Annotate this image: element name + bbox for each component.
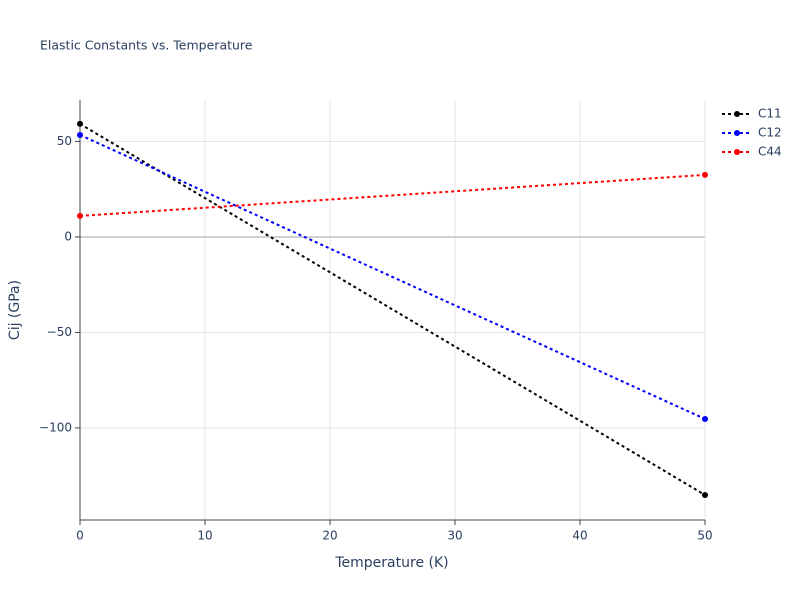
x-tick-label: 50: [697, 529, 712, 543]
y-axis-title: Cij (GPa): [7, 280, 23, 340]
y-tick-label: 0: [64, 229, 72, 243]
legend-label: C12: [758, 126, 782, 140]
y-tick-label: 50: [57, 134, 72, 148]
series-line: [79, 173, 706, 217]
x-axis-title: Temperature (K): [334, 555, 448, 571]
legend-label: C11: [758, 107, 782, 121]
data-point: [77, 120, 83, 127]
x-tick-label: 30: [447, 529, 462, 543]
x-tick-label: 40: [572, 529, 587, 543]
data-point: [702, 491, 708, 498]
x-tick-label: 10: [197, 529, 212, 543]
data-point: [702, 415, 708, 422]
y-tick-label: −50: [47, 325, 72, 339]
legend-label: C44: [758, 145, 782, 159]
legend-marker: [734, 111, 740, 117]
x-tick-label: 20: [322, 529, 337, 543]
legend-marker: [734, 149, 740, 155]
x-tick-label: 0: [76, 529, 84, 543]
chart-title: Elastic Constants vs. Temperature: [40, 38, 253, 53]
data-point: [77, 131, 83, 138]
data-point: [77, 212, 83, 219]
series-line: [79, 123, 706, 496]
data-point: [702, 171, 708, 178]
legend-marker: [734, 130, 740, 136]
y-tick-label: −100: [39, 420, 72, 434]
series-line: [79, 134, 706, 420]
